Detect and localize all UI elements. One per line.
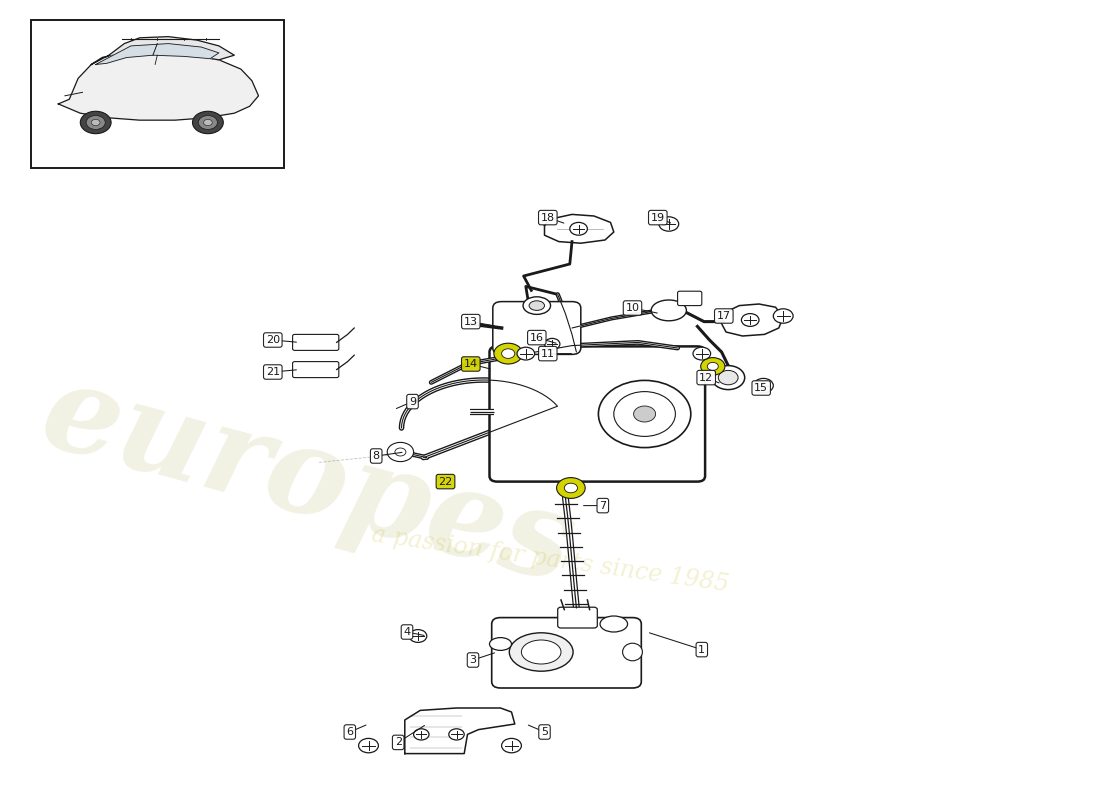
Text: 17: 17 bbox=[717, 311, 730, 321]
Circle shape bbox=[657, 214, 663, 218]
Circle shape bbox=[517, 347, 535, 360]
Text: 14: 14 bbox=[464, 359, 477, 369]
Circle shape bbox=[414, 729, 429, 740]
Circle shape bbox=[359, 738, 378, 753]
Text: a passion for parts since 1985: a passion for parts since 1985 bbox=[370, 523, 730, 597]
Circle shape bbox=[198, 115, 218, 130]
Circle shape bbox=[754, 378, 773, 393]
Circle shape bbox=[707, 362, 718, 370]
Ellipse shape bbox=[524, 297, 550, 314]
Circle shape bbox=[86, 115, 106, 130]
Text: 16: 16 bbox=[530, 333, 543, 342]
Circle shape bbox=[502, 738, 521, 753]
Text: 11: 11 bbox=[541, 349, 554, 358]
Polygon shape bbox=[544, 214, 614, 243]
Circle shape bbox=[634, 406, 656, 422]
Text: 7: 7 bbox=[600, 501, 606, 510]
FancyBboxPatch shape bbox=[492, 618, 641, 688]
Text: 18: 18 bbox=[541, 213, 554, 222]
Ellipse shape bbox=[712, 366, 745, 390]
Text: 6: 6 bbox=[346, 727, 353, 737]
FancyBboxPatch shape bbox=[293, 334, 339, 350]
Polygon shape bbox=[91, 37, 234, 65]
Text: 1: 1 bbox=[698, 645, 705, 654]
Circle shape bbox=[204, 119, 212, 126]
Circle shape bbox=[773, 309, 793, 323]
Circle shape bbox=[494, 343, 522, 364]
FancyBboxPatch shape bbox=[678, 291, 702, 306]
Circle shape bbox=[409, 630, 427, 642]
Text: 9: 9 bbox=[409, 397, 416, 406]
Text: 20: 20 bbox=[266, 335, 279, 345]
Ellipse shape bbox=[718, 370, 738, 385]
Text: 4: 4 bbox=[404, 627, 410, 637]
FancyBboxPatch shape bbox=[558, 607, 597, 628]
FancyBboxPatch shape bbox=[490, 346, 705, 482]
Text: europes: europes bbox=[30, 352, 586, 608]
Circle shape bbox=[557, 478, 585, 498]
Circle shape bbox=[544, 338, 560, 350]
Circle shape bbox=[395, 448, 406, 456]
Circle shape bbox=[387, 442, 414, 462]
Circle shape bbox=[80, 111, 111, 134]
Bar bbox=[31, 20, 284, 168]
Ellipse shape bbox=[651, 300, 686, 321]
Circle shape bbox=[564, 483, 578, 493]
Circle shape bbox=[701, 358, 725, 375]
Circle shape bbox=[659, 217, 679, 231]
Ellipse shape bbox=[529, 301, 544, 310]
Ellipse shape bbox=[509, 633, 573, 671]
Text: 22: 22 bbox=[439, 477, 452, 486]
Text: 2: 2 bbox=[395, 738, 402, 747]
Text: 3: 3 bbox=[470, 655, 476, 665]
Circle shape bbox=[741, 314, 759, 326]
Text: 8: 8 bbox=[373, 451, 380, 461]
Circle shape bbox=[449, 729, 464, 740]
Polygon shape bbox=[58, 53, 258, 120]
Circle shape bbox=[192, 111, 223, 134]
Ellipse shape bbox=[601, 616, 627, 632]
Circle shape bbox=[693, 347, 711, 360]
Ellipse shape bbox=[490, 638, 512, 650]
Circle shape bbox=[502, 349, 515, 358]
Text: 5: 5 bbox=[541, 727, 548, 737]
FancyBboxPatch shape bbox=[293, 362, 339, 378]
Circle shape bbox=[570, 222, 587, 235]
Polygon shape bbox=[96, 43, 219, 65]
Text: 13: 13 bbox=[464, 317, 477, 326]
FancyBboxPatch shape bbox=[493, 302, 581, 354]
Text: 10: 10 bbox=[626, 303, 639, 313]
Circle shape bbox=[598, 380, 691, 447]
Text: 15: 15 bbox=[755, 383, 768, 393]
Ellipse shape bbox=[521, 640, 561, 664]
Text: 12: 12 bbox=[700, 373, 713, 382]
Text: 21: 21 bbox=[266, 367, 279, 377]
Polygon shape bbox=[405, 708, 515, 754]
Ellipse shape bbox=[623, 643, 642, 661]
Text: 19: 19 bbox=[651, 213, 664, 222]
Circle shape bbox=[91, 119, 100, 126]
Polygon shape bbox=[720, 304, 783, 336]
